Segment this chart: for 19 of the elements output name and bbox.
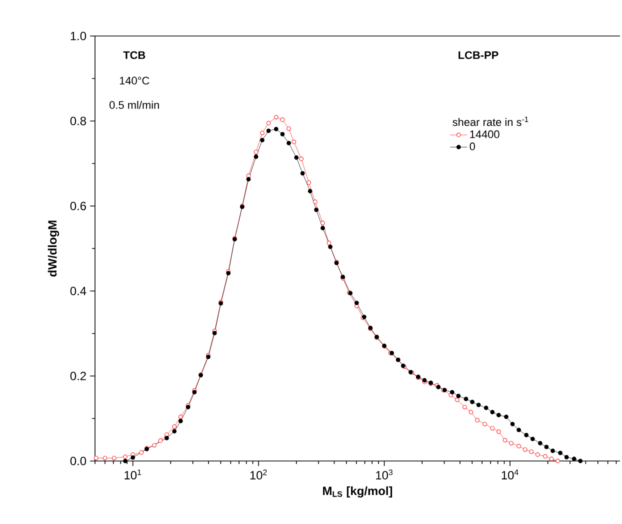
- legend-label: 14400: [470, 130, 500, 138]
- y-tick-label: 1.0: [70, 32, 86, 40]
- annotation: TCB: [123, 51, 146, 59]
- y-axis-title: dW/dlogM: [48, 220, 60, 277]
- annotation: 140°C: [120, 76, 150, 84]
- y-tick-label: 0.4: [70, 286, 86, 296]
- x-tick-label: 10$^{2}$: [250, 470, 267, 480]
- annotation: LCB-PP: [458, 51, 498, 59]
- annotation: 0.5 ml/min: [110, 100, 159, 109]
- y-tick-label: 0.8: [70, 116, 86, 126]
- y-tick-label: 0.0: [70, 456, 86, 466]
- x-tick-label: 10$^{1}$: [124, 470, 142, 480]
- x-tick-label: 10$^{4}$: [502, 470, 518, 480]
- legend-title: shear rate in s$^{-1}$: [452, 116, 528, 126]
- x-axis-title: M$_{LS}$ [kg/mol]: [323, 486, 392, 498]
- x-tick-label: 10$^{3}$: [376, 470, 393, 480]
- y-tick-label: 0.2: [70, 372, 86, 380]
- y-tick-label: 0.6: [70, 202, 86, 210]
- legend-label: 0: [470, 142, 475, 150]
